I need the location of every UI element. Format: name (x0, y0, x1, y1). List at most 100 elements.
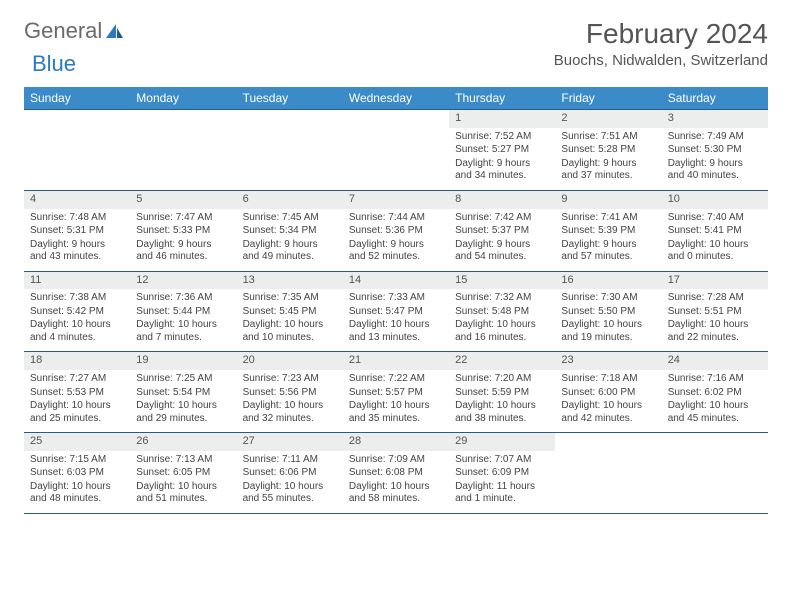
sunrise-text: Sunrise: 7:15 AM (30, 454, 124, 467)
day-details: Sunrise: 7:41 AMSunset: 5:39 PMDaylight:… (555, 209, 661, 271)
day-number: 7 (343, 191, 449, 209)
brand-part2-wrap: Blue (24, 51, 768, 77)
sunset-text: Sunset: 5:31 PM (30, 225, 124, 238)
day-details: Sunrise: 7:23 AMSunset: 5:56 PMDaylight:… (237, 370, 343, 432)
day-number: 15 (449, 272, 555, 290)
weekday-header: SundayMondayTuesdayWednesdayThursdayFrid… (24, 87, 768, 109)
calendar-day: 20Sunrise: 7:23 AMSunset: 5:56 PMDayligh… (237, 352, 343, 432)
daylight-text: Daylight: 9 hours and 52 minutes. (349, 239, 443, 264)
day-number: 4 (24, 191, 130, 209)
day-details: Sunrise: 7:11 AMSunset: 6:06 PMDaylight:… (237, 451, 343, 513)
sunrise-text: Sunrise: 7:23 AM (243, 373, 337, 386)
sunrise-text: Sunrise: 7:20 AM (455, 373, 549, 386)
sunrise-text: Sunrise: 7:36 AM (136, 292, 230, 305)
sunrise-text: Sunrise: 7:11 AM (243, 454, 337, 467)
day-details: Sunrise: 7:15 AMSunset: 6:03 PMDaylight:… (24, 451, 130, 513)
day-number: 16 (555, 272, 661, 290)
sunset-text: Sunset: 5:59 PM (455, 387, 549, 400)
weekday-label: Saturday (662, 87, 768, 109)
daylight-text: Daylight: 10 hours and 48 minutes. (30, 481, 124, 506)
daylight-text: Daylight: 10 hours and 32 minutes. (243, 400, 337, 425)
month-title: February 2024 (554, 18, 768, 50)
calendar-day: 18Sunrise: 7:27 AMSunset: 5:53 PMDayligh… (24, 352, 130, 432)
sunrise-text: Sunrise: 7:22 AM (349, 373, 443, 386)
weekday-label: Wednesday (343, 87, 449, 109)
day-number: 22 (449, 352, 555, 370)
day-number: 2 (555, 110, 661, 128)
sunset-text: Sunset: 5:39 PM (561, 225, 655, 238)
sunrise-text: Sunrise: 7:51 AM (561, 131, 655, 144)
calendar-day: 29Sunrise: 7:07 AMSunset: 6:09 PMDayligh… (449, 433, 555, 513)
day-number: 21 (343, 352, 449, 370)
daylight-text: Daylight: 10 hours and 7 minutes. (136, 319, 230, 344)
day-number: 3 (662, 110, 768, 128)
calendar-day: 7Sunrise: 7:44 AMSunset: 5:36 PMDaylight… (343, 191, 449, 271)
daylight-text: Daylight: 9 hours and 43 minutes. (30, 239, 124, 264)
day-details: Sunrise: 7:44 AMSunset: 5:36 PMDaylight:… (343, 209, 449, 271)
sunset-text: Sunset: 5:41 PM (668, 225, 762, 238)
daylight-text: Daylight: 9 hours and 54 minutes. (455, 239, 549, 264)
sunrise-text: Sunrise: 7:13 AM (136, 454, 230, 467)
daylight-text: Daylight: 9 hours and 37 minutes. (561, 158, 655, 183)
day-number: 24 (662, 352, 768, 370)
day-number: 9 (555, 191, 661, 209)
sunset-text: Sunset: 5:42 PM (30, 306, 124, 319)
calendar-day: 25Sunrise: 7:15 AMSunset: 6:03 PMDayligh… (24, 433, 130, 513)
sunset-text: Sunset: 5:53 PM (30, 387, 124, 400)
sail-icon (104, 22, 124, 40)
daylight-text: Daylight: 10 hours and 0 minutes. (668, 239, 762, 264)
sunset-text: Sunset: 5:48 PM (455, 306, 549, 319)
daylight-text: Daylight: 9 hours and 40 minutes. (668, 158, 762, 183)
sunrise-text: Sunrise: 7:32 AM (455, 292, 549, 305)
sunset-text: Sunset: 5:50 PM (561, 306, 655, 319)
sunset-text: Sunset: 5:27 PM (455, 144, 549, 157)
calendar-day-empty: . (24, 110, 130, 190)
day-details: Sunrise: 7:52 AMSunset: 5:27 PMDaylight:… (449, 128, 555, 190)
daylight-text: Daylight: 10 hours and 4 minutes. (30, 319, 124, 344)
daylight-text: Daylight: 10 hours and 35 minutes. (349, 400, 443, 425)
calendar-day: 2Sunrise: 7:51 AMSunset: 5:28 PMDaylight… (555, 110, 661, 190)
weekday-label: Thursday (449, 87, 555, 109)
calendar-day: 14Sunrise: 7:33 AMSunset: 5:47 PMDayligh… (343, 272, 449, 352)
day-number: 12 (130, 272, 236, 290)
day-number: 29 (449, 433, 555, 451)
sunrise-text: Sunrise: 7:41 AM (561, 212, 655, 225)
daylight-text: Daylight: 11 hours and 1 minute. (455, 481, 549, 506)
sunrise-text: Sunrise: 7:35 AM (243, 292, 337, 305)
calendar-week: 11Sunrise: 7:38 AMSunset: 5:42 PMDayligh… (24, 271, 768, 352)
day-details: Sunrise: 7:49 AMSunset: 5:30 PMDaylight:… (662, 128, 768, 190)
day-number: 23 (555, 352, 661, 370)
calendar-day: 23Sunrise: 7:18 AMSunset: 6:00 PMDayligh… (555, 352, 661, 432)
day-details: Sunrise: 7:51 AMSunset: 5:28 PMDaylight:… (555, 128, 661, 190)
calendar-day: 26Sunrise: 7:13 AMSunset: 6:05 PMDayligh… (130, 433, 236, 513)
sunrise-text: Sunrise: 7:18 AM (561, 373, 655, 386)
day-details: Sunrise: 7:25 AMSunset: 5:54 PMDaylight:… (130, 370, 236, 432)
day-details: Sunrise: 7:13 AMSunset: 6:05 PMDaylight:… (130, 451, 236, 513)
day-details: Sunrise: 7:36 AMSunset: 5:44 PMDaylight:… (130, 289, 236, 351)
daylight-text: Daylight: 10 hours and 42 minutes. (561, 400, 655, 425)
calendar-day: 24Sunrise: 7:16 AMSunset: 6:02 PMDayligh… (662, 352, 768, 432)
day-details: Sunrise: 7:40 AMSunset: 5:41 PMDaylight:… (662, 209, 768, 271)
day-details: Sunrise: 7:45 AMSunset: 5:34 PMDaylight:… (237, 209, 343, 271)
day-number: 1 (449, 110, 555, 128)
sunrise-text: Sunrise: 7:16 AM (668, 373, 762, 386)
calendar-week: 4Sunrise: 7:48 AMSunset: 5:31 PMDaylight… (24, 190, 768, 271)
calendar-day: 13Sunrise: 7:35 AMSunset: 5:45 PMDayligh… (237, 272, 343, 352)
calendar-day-empty: . (662, 433, 768, 513)
calendar-day: 16Sunrise: 7:30 AMSunset: 5:50 PMDayligh… (555, 272, 661, 352)
calendar-week: 25Sunrise: 7:15 AMSunset: 6:03 PMDayligh… (24, 432, 768, 514)
daylight-text: Daylight: 10 hours and 29 minutes. (136, 400, 230, 425)
brand-logo: General (24, 18, 124, 44)
calendar-day: 3Sunrise: 7:49 AMSunset: 5:30 PMDaylight… (662, 110, 768, 190)
day-number: 25 (24, 433, 130, 451)
calendar-day: 21Sunrise: 7:22 AMSunset: 5:57 PMDayligh… (343, 352, 449, 432)
day-details: Sunrise: 7:16 AMSunset: 6:02 PMDaylight:… (662, 370, 768, 432)
daylight-text: Daylight: 9 hours and 49 minutes. (243, 239, 337, 264)
day-number: 11 (24, 272, 130, 290)
sunset-text: Sunset: 6:08 PM (349, 467, 443, 480)
daylight-text: Daylight: 10 hours and 55 minutes. (243, 481, 337, 506)
day-number: 28 (343, 433, 449, 451)
day-number: 18 (24, 352, 130, 370)
day-details: Sunrise: 7:20 AMSunset: 5:59 PMDaylight:… (449, 370, 555, 432)
calendar-day: 1Sunrise: 7:52 AMSunset: 5:27 PMDaylight… (449, 110, 555, 190)
